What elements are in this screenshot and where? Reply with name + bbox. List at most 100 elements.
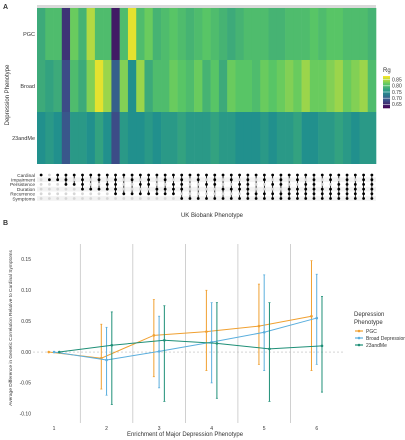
upset-dot [48,187,51,191]
heatmap-cell [301,112,311,164]
heatmap-cell [169,112,178,164]
upset-dot [304,173,308,177]
upset-dot [329,173,332,177]
upset-set-label: Recurrence [10,192,35,198]
upset-dot [238,183,241,186]
upset-dot [196,173,200,177]
upset-dot [221,187,225,191]
series-point [105,358,108,362]
upset-dot [155,173,159,177]
upset-dot [196,192,200,196]
heatmap-cell [285,60,294,112]
upset-dot [370,183,374,186]
upset-dot [345,173,349,177]
upset-dot [155,183,159,186]
upset-dot [370,173,374,177]
heatmap-cell [276,8,286,60]
upset-dot [89,183,93,186]
upset-dot [105,197,109,200]
upset-dot [138,197,142,200]
rg-legend-segment [383,100,390,102]
upset-dot [296,173,299,177]
upset-dot [254,173,258,177]
rg-legend-segment [383,86,390,88]
upset-dot [56,197,60,200]
upset-dot [213,183,217,186]
upset-dot [180,197,184,200]
upset-dot [105,173,109,177]
rg-legend-segment [383,105,390,107]
upset-dot [122,192,126,196]
upset-dot [56,178,60,182]
upset-dot [238,173,241,177]
heatmap-cell [119,112,129,164]
upset-dot [205,192,208,196]
upset-dot [97,187,101,191]
upset-dot [205,197,208,200]
heatmap-cell [37,8,46,60]
upset-dot [312,183,316,186]
upset-dot [180,178,184,182]
upset-dot [262,192,266,196]
upset-dot [205,173,208,177]
upset-dot [353,183,357,186]
rg-legend-segment [383,104,390,106]
upset-dot [163,192,167,196]
upset-dot [353,197,357,200]
upset-dot [221,192,225,196]
upset-dot [130,178,134,182]
heatmap-cell [103,8,112,60]
upset-dot [353,178,357,182]
lineplot-y-tick-label: -0.10 [20,412,32,418]
upset-set-label: Cardinal [17,173,35,179]
upset-dot [180,173,184,177]
upset-dot [312,173,316,177]
upset-dot [271,197,275,200]
heatmap-cell [243,60,253,112]
upset-dot [287,197,291,200]
upset-dot [188,183,192,186]
upset-dot [188,192,192,196]
upset-dot [147,183,151,186]
rg-legend-title: Rg [383,68,391,74]
heatmap-cell [103,60,112,112]
lineplot-x-tick-label: 6 [315,426,318,432]
heatmap-cell [144,60,154,112]
upset-dot [362,192,365,196]
series-point [52,350,56,354]
series-point [257,324,261,328]
heatmap-cell [177,60,187,112]
upset-dot [262,178,266,182]
heatmap-cell [218,60,228,112]
upset-dot [246,187,250,191]
heatmap-cell [103,112,112,164]
heatmap-cell [144,8,154,60]
upset-dot [130,183,134,186]
heatmap-cell [326,60,335,112]
heatmap-cell [276,60,286,112]
upset-dot [147,187,151,191]
rg-legend-segment [383,78,390,80]
lineplot-y-ticks: -0.10 -0.05 0.00 0.05 0.10 0.15 [20,257,32,417]
upset-dot [362,187,365,191]
upset-dot [221,173,225,177]
upset-dot [279,187,283,191]
heatmap-cell [78,8,87,60]
lineplot-y-tick-label: 0.00 [21,350,31,356]
lineplot-grid [33,244,343,423]
upset-dot [64,178,68,182]
upset-dot [39,183,43,186]
upset-dot [329,187,332,191]
heatmap-cell [177,112,187,164]
upset-dot [48,192,51,196]
heatmap-cell [235,60,245,112]
rg-legend-segment [383,107,390,109]
rg-legend: Rg 0.850.800.750.700.65 [383,68,402,109]
heatmap-cell [111,8,120,60]
upset-dot [345,197,349,200]
upset-dot [320,173,324,177]
upset-dot [172,187,175,191]
upset-dot [362,178,365,182]
upset-dot [279,173,283,177]
heatmap-cell [202,8,211,60]
